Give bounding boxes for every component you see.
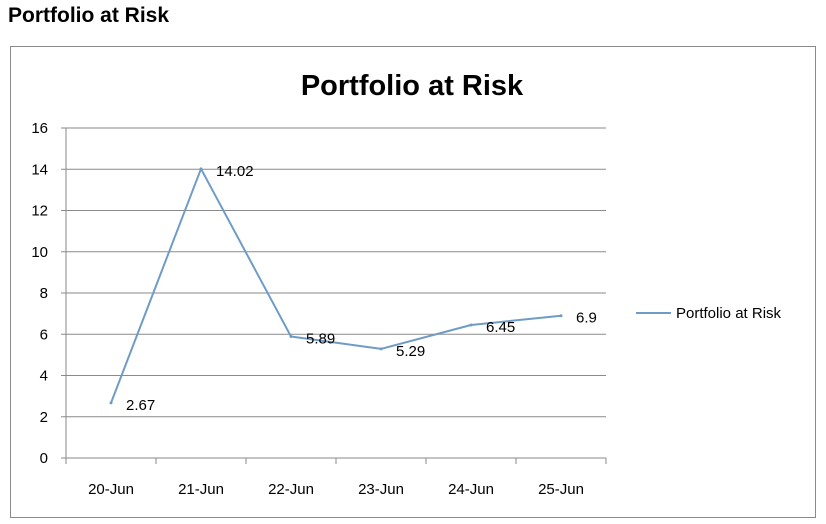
y-tick-label: 4 <box>40 368 48 385</box>
x-tick-label: 23-Jun <box>358 481 404 498</box>
y-tick-label: 2 <box>40 409 48 426</box>
y-tick-label: 8 <box>40 285 48 302</box>
x-tick-label: 25-Jun <box>538 481 584 498</box>
data-point <box>469 323 473 327</box>
data-label: 5.89 <box>306 331 335 348</box>
gridlines <box>66 127 606 418</box>
data-label: 5.29 <box>396 343 425 360</box>
data-label: 6.9 <box>576 310 597 327</box>
x-tick-label: 21-Jun <box>178 481 224 498</box>
data-point <box>559 314 563 318</box>
page-heading: Portfolio at Risk <box>8 4 170 27</box>
data-point <box>289 335 293 339</box>
legend-label: Portfolio at Risk <box>676 305 782 322</box>
series <box>109 167 563 405</box>
y-tick-label: 14 <box>31 161 48 178</box>
y-axis-ticks: 0 2 4 6 8 10 12 14 16 <box>31 120 66 467</box>
y-tick-label: 6 <box>40 326 48 343</box>
legend: Portfolio at Risk <box>636 305 782 322</box>
y-tick-label: 0 <box>40 450 48 467</box>
x-axis-ticks: 20-Jun 21-Jun 22-Jun 23-Jun 24-Jun 25-Jun <box>65 458 607 498</box>
series-line <box>110 167 562 404</box>
y-tick-label: 12 <box>31 203 48 220</box>
data-point <box>109 401 113 405</box>
data-label: 14.02 <box>216 163 254 180</box>
chart-frame <box>10 46 816 518</box>
x-tick-label: 24-Jun <box>448 481 494 498</box>
data-label: 2.67 <box>126 397 155 414</box>
data-point <box>199 167 203 171</box>
y-tick-label: 10 <box>31 244 48 261</box>
x-tick-label: 20-Jun <box>88 481 134 498</box>
y-tick-label: 16 <box>31 120 48 137</box>
data-point <box>379 347 383 351</box>
data-label: 6.45 <box>486 319 515 336</box>
x-tick-label: 22-Jun <box>268 481 314 498</box>
chart-title: Portfolio at Risk <box>301 70 524 102</box>
data-labels: 2.67 14.02 5.89 5.29 6.45 6.9 <box>126 163 597 414</box>
